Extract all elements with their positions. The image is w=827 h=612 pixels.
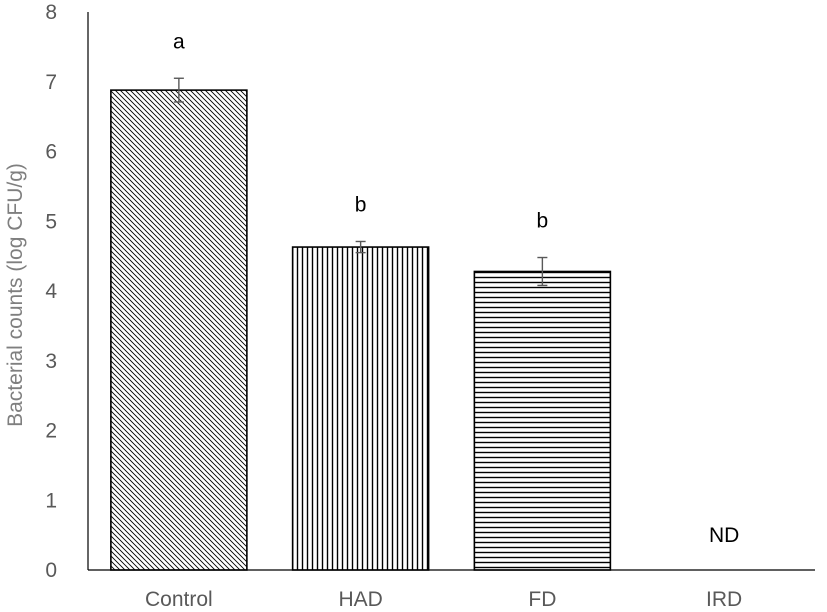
y-tick-label: 6 bbox=[45, 141, 57, 164]
y-tick-label: 3 bbox=[45, 350, 57, 373]
bar bbox=[291, 246, 430, 571]
bars bbox=[110, 89, 612, 571]
x-tick-label: HAD bbox=[338, 588, 382, 611]
y-tick-labels: 0 1 2 3 4 5 6 7 8 bbox=[45, 1, 57, 582]
y-tick-label: 1 bbox=[45, 489, 57, 512]
x-tick-label: IRD bbox=[706, 588, 742, 611]
x-tick-labels: Control HAD FD IRD bbox=[145, 588, 742, 611]
significance-letter: a bbox=[173, 30, 185, 53]
bar bbox=[473, 270, 612, 571]
y-tick-label: 4 bbox=[45, 280, 57, 303]
y-tick-label: 5 bbox=[45, 210, 57, 233]
y-tick-label: 0 bbox=[45, 559, 57, 582]
x-tick-label: Control bbox=[145, 588, 213, 611]
error-bar bbox=[537, 256, 548, 287]
significance-letters: a b b ND bbox=[173, 30, 739, 547]
significance-letter: b bbox=[537, 210, 549, 233]
error-bar bbox=[355, 240, 366, 254]
y-tick-label: 2 bbox=[45, 420, 57, 443]
bar bbox=[110, 89, 248, 571]
error-bar bbox=[173, 77, 184, 103]
significance-letter: b bbox=[355, 193, 367, 216]
y-tick-label: 7 bbox=[45, 71, 57, 94]
y-tick-label: 8 bbox=[45, 1, 57, 24]
significance-letter: ND bbox=[709, 524, 739, 547]
x-tick-label: FD bbox=[528, 588, 556, 611]
error-bars bbox=[173, 77, 548, 287]
y-axis-label: Bacterial counts (log CFU/g) bbox=[4, 163, 27, 427]
